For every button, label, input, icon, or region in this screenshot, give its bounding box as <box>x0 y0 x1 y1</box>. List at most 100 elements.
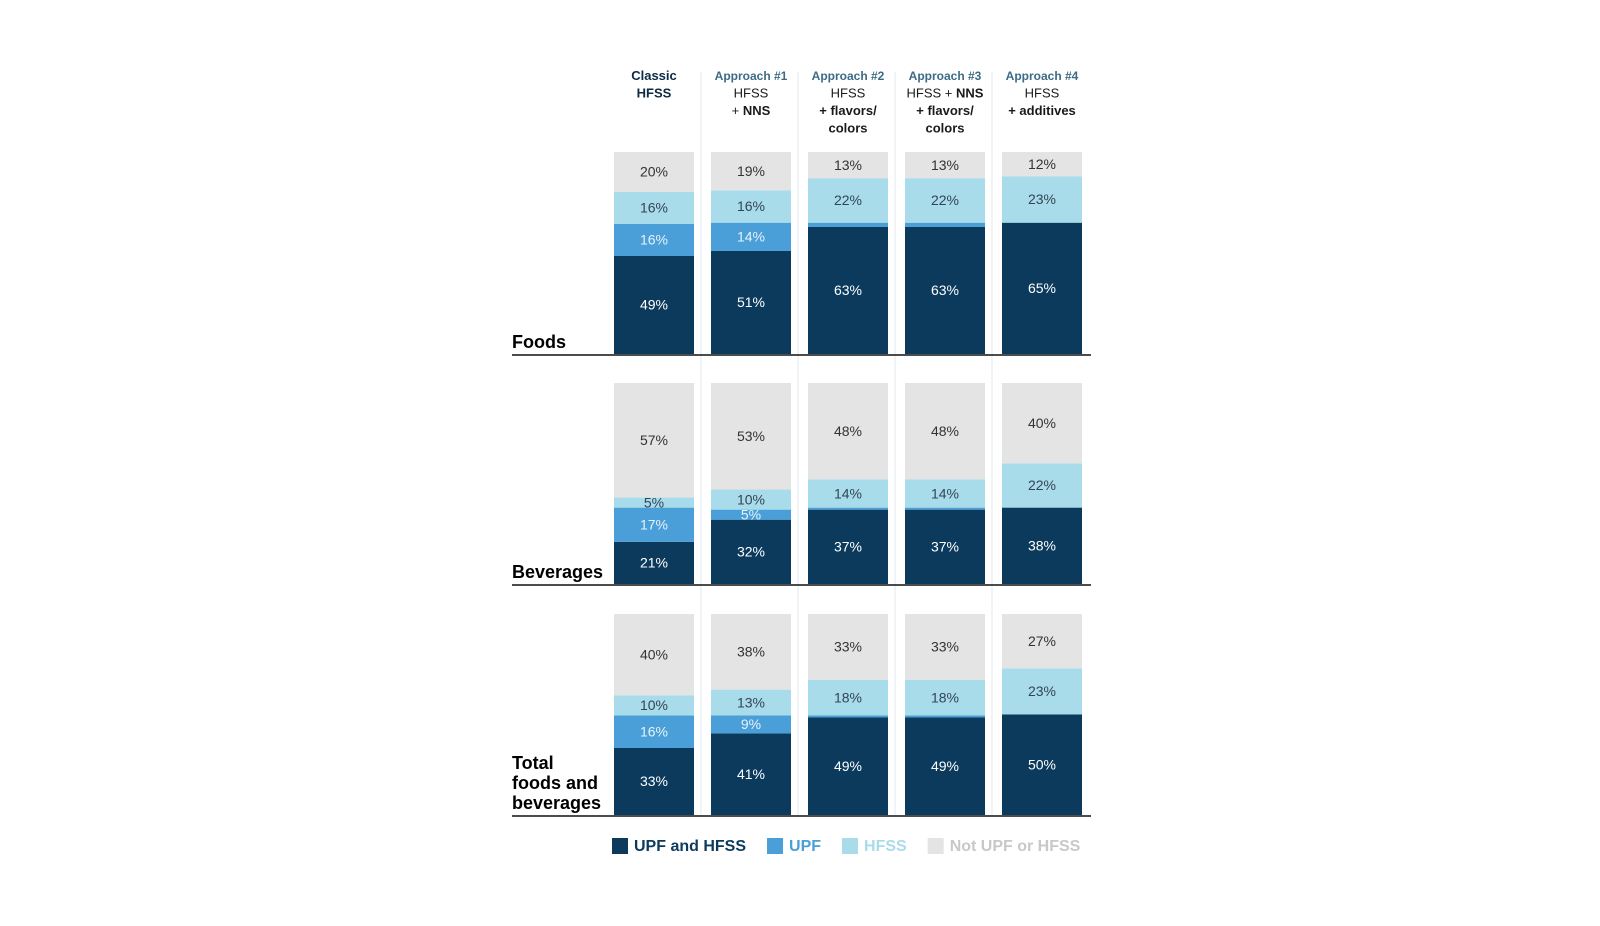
data-label: 40% <box>1028 415 1056 431</box>
data-label: 16% <box>640 200 668 216</box>
bar-segment <box>614 541 694 584</box>
bar-segment <box>711 689 791 716</box>
panel-title: Beverages <box>512 562 603 582</box>
column-header-line: NNS <box>743 103 771 118</box>
data-label: 5% <box>644 494 664 510</box>
data-label: 13% <box>931 157 959 173</box>
data-label: 23% <box>1028 191 1056 207</box>
legend-label: UPF <box>789 838 821 855</box>
bar-segment <box>1002 714 1082 815</box>
column-header-line: Approach #2 <box>812 69 885 83</box>
bar-segment <box>905 178 985 223</box>
bar-segment <box>614 748 694 815</box>
data-label: 57% <box>640 432 668 448</box>
column-header-line: + flavors/ <box>819 103 877 118</box>
panel-beverages: 21%17%5%57%32%5%10%53%37%14%48%37%14%48%… <box>512 383 1091 586</box>
legend-label: HFSS <box>864 838 907 855</box>
legend-swatch <box>927 838 944 854</box>
data-label: 63% <box>834 282 862 298</box>
data-label: 41% <box>737 766 765 782</box>
bar-segment <box>905 383 985 480</box>
data-label: 48% <box>931 423 959 439</box>
bar-segment <box>808 507 888 510</box>
column-header: Approach #3 HFSS + NNS + flavors/colors <box>907 69 984 136</box>
bar-segment <box>614 614 694 696</box>
bar-segment <box>1002 614 1082 669</box>
bar-segment <box>1002 222 1082 354</box>
data-label: 17% <box>640 516 668 532</box>
legend-swatch <box>767 838 784 854</box>
legend-swatch <box>612 838 628 854</box>
column-header: Classic HFSS <box>631 68 677 101</box>
data-label: 20% <box>640 164 668 180</box>
bar-segment <box>711 152 791 191</box>
panel-title: Total foods and beverages <box>512 753 601 813</box>
data-label: 33% <box>640 773 668 789</box>
bar-segment <box>808 479 888 508</box>
bar-segment <box>711 222 791 251</box>
column-header: Approach #1 HFSS + NNS <box>715 69 788 118</box>
bar-segment <box>905 226 985 354</box>
panel-title-line: Foods <box>512 332 566 352</box>
column-header-line: + additives <box>1008 103 1076 118</box>
bar-segment <box>711 509 791 520</box>
data-label: 22% <box>931 192 959 208</box>
bar-segment <box>808 717 888 815</box>
bar-segment <box>711 614 791 690</box>
data-label: 12% <box>1028 156 1056 172</box>
panel-foods: 49% 16% 16% 20% 51% 14% 16% 19% 63% 22% 13% 63% 22% 1… <box>512 152 1091 356</box>
bar-segment <box>614 695 694 716</box>
bar-segment <box>614 715 694 748</box>
bar-segment <box>905 679 985 716</box>
legend-label: Not UPF or HFSS <box>950 838 1081 855</box>
data-label: 18% <box>931 689 959 705</box>
data-label: 10% <box>640 697 668 713</box>
data-label: 49% <box>640 297 668 313</box>
column-header-line: HFSS <box>734 86 769 101</box>
bar-segment <box>905 509 985 584</box>
data-label: 23% <box>1028 683 1056 699</box>
column-header-line: HFSS <box>1025 86 1060 101</box>
column-header-line: colors <box>828 121 867 136</box>
data-label: 21% <box>640 555 668 571</box>
column-header-line: HFSS + <box>907 86 957 101</box>
data-label: 16% <box>640 232 668 248</box>
data-label: 65% <box>1028 280 1056 296</box>
data-label: 33% <box>931 639 959 655</box>
data-label: 18% <box>834 689 862 705</box>
data-label: 13% <box>834 157 862 173</box>
data-label: 33% <box>834 639 862 655</box>
bar-segment <box>1002 176 1082 223</box>
data-label: 5% <box>741 506 761 522</box>
data-label: 53% <box>737 428 765 444</box>
bar-segment <box>614 383 694 498</box>
bar-segment <box>711 519 791 584</box>
bar-segment <box>808 509 888 584</box>
data-label: 37% <box>834 539 862 555</box>
bar-segment <box>808 226 888 354</box>
panel-title-line: Beverages <box>512 562 603 582</box>
bar-segment <box>905 152 985 179</box>
bar-segment <box>808 715 888 718</box>
column-header-line: HFSS <box>637 86 672 101</box>
data-label: 49% <box>834 758 862 774</box>
panel-title: Foods <box>512 332 566 352</box>
data-label: 51% <box>737 294 765 310</box>
bar-segment <box>614 192 694 224</box>
bar-segment <box>905 715 985 718</box>
bar-segment <box>614 256 694 354</box>
bar-segment <box>808 679 888 716</box>
bar-segment <box>1002 463 1082 508</box>
panel-title-line: Total <box>512 753 554 773</box>
column-header-line: NNS <box>956 86 984 101</box>
column-header-line: colors <box>925 121 964 136</box>
column-header: Approach #4 HFSS + additives <box>1006 69 1079 118</box>
bar-segment <box>614 497 694 508</box>
bar-segment <box>905 717 985 815</box>
bar-segment <box>711 383 791 490</box>
bar-segment <box>614 224 694 256</box>
data-label: 16% <box>640 723 668 739</box>
bar-segment <box>711 715 791 734</box>
column-header: Approach #2 HFSS + flavors/colors <box>812 69 885 136</box>
